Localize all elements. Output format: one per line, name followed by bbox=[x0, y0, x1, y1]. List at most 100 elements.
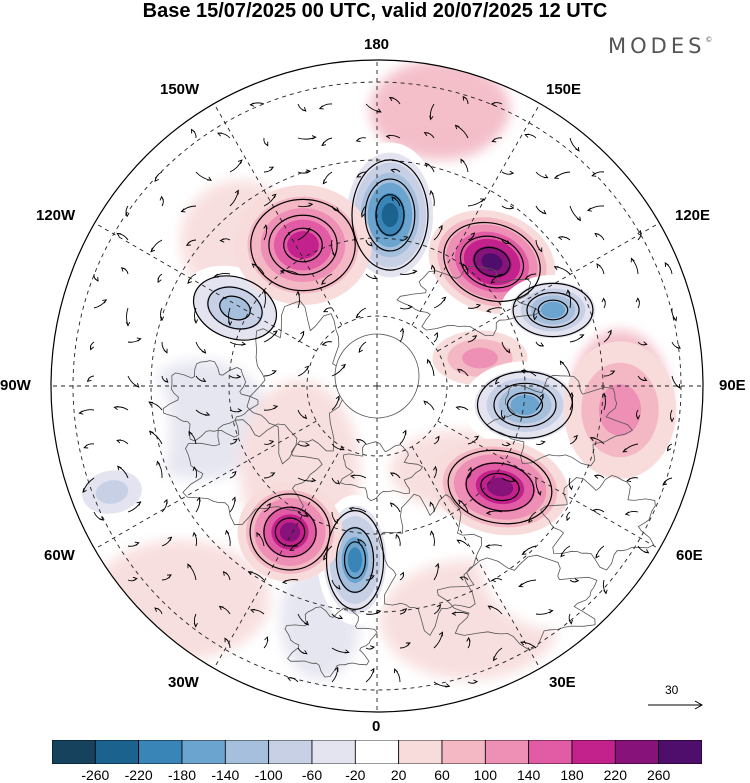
wind-arrow-head bbox=[593, 474, 599, 479]
wind-arrow-head bbox=[237, 408, 243, 413]
wind-arrow-head bbox=[339, 446, 345, 451]
wind-arrow-head bbox=[528, 518, 533, 524]
wind-arrow-head bbox=[669, 417, 675, 423]
wind-arrow-head bbox=[644, 549, 650, 554]
wind-arrow-head bbox=[271, 193, 277, 199]
wind-arrow-head bbox=[193, 319, 199, 325]
wind-arrow-head bbox=[601, 297, 606, 303]
wind-arrow-head bbox=[429, 530, 435, 536]
wind-arrow-head bbox=[509, 170, 515, 176]
wind-arrow-head bbox=[167, 536, 173, 542]
wind-arrow-head bbox=[676, 383, 681, 389]
wind-arrow-head bbox=[388, 96, 394, 102]
wind-arrow-head bbox=[541, 209, 547, 215]
wind-arrow-head bbox=[569, 391, 574, 397]
wind-arrow-head bbox=[368, 241, 373, 247]
wind-arrow-head bbox=[486, 308, 492, 313]
colorbar-segment bbox=[268, 740, 313, 764]
wind-arrow-head bbox=[553, 174, 559, 179]
wind-arrow-head bbox=[192, 466, 197, 472]
wind-arrow-head bbox=[491, 577, 496, 583]
wind-arrow-head bbox=[573, 434, 578, 440]
wind-arrow-head bbox=[269, 440, 275, 445]
wind-arrow-head bbox=[454, 124, 460, 130]
wind-arrow-head bbox=[163, 498, 168, 504]
wind-arrow-head bbox=[196, 496, 201, 502]
colorbar-segment bbox=[441, 740, 486, 764]
wind-arrow-head bbox=[241, 341, 247, 346]
wind-arrow-head bbox=[270, 472, 276, 477]
wind-arrow-head bbox=[423, 400, 429, 406]
wind-arrow-head bbox=[219, 238, 225, 243]
colorbar-segment bbox=[614, 740, 660, 764]
wind-arrow-head bbox=[335, 480, 341, 485]
wind-arrow-head bbox=[136, 501, 142, 506]
wind-arrow-head bbox=[231, 470, 237, 476]
wind-arrow-head bbox=[251, 263, 257, 268]
wind-arrow-head bbox=[662, 481, 668, 486]
wind-arrow-head bbox=[462, 263, 467, 269]
wind-arrow-head bbox=[272, 330, 278, 335]
wind-arrow-head bbox=[125, 212, 130, 218]
wind-arrow-head bbox=[520, 369, 526, 374]
wind-arrow-head bbox=[539, 393, 544, 399]
wind-arrow-head bbox=[234, 189, 239, 195]
wind-arrow-head bbox=[494, 379, 500, 385]
colorbar-tick-label: -100 bbox=[254, 767, 283, 783]
wind-arrow-head bbox=[120, 267, 126, 272]
wind-arrow-head bbox=[589, 437, 595, 442]
wind-arrow-head bbox=[412, 269, 418, 274]
wind-arrow-head bbox=[213, 273, 219, 278]
wind-arrow-head bbox=[318, 105, 324, 110]
anomaly-band bbox=[510, 394, 540, 416]
colorbar-segment bbox=[138, 740, 183, 764]
wind-arrow-head bbox=[390, 168, 396, 173]
colorbar-segment bbox=[52, 740, 96, 764]
wind-arrow-head bbox=[224, 637, 229, 643]
colorbar-tick-label: 60 bbox=[434, 767, 450, 783]
wind-arrow-head bbox=[455, 406, 461, 411]
anomaly-band bbox=[381, 202, 399, 228]
wind-arrow-head bbox=[566, 289, 571, 295]
wind-arrow-head bbox=[405, 642, 411, 647]
wind-arrow-head bbox=[113, 405, 119, 411]
colorbar-tick-label: -140 bbox=[211, 767, 240, 783]
wind-arrow-head bbox=[492, 656, 498, 662]
wind-arrow-head bbox=[134, 383, 140, 388]
wind-arrow-head bbox=[376, 108, 382, 113]
colorbar-tick-label: -180 bbox=[167, 767, 197, 783]
wind-arrow-head bbox=[132, 576, 138, 582]
wind-arrow-head bbox=[159, 195, 164, 201]
colorbar-tick-label: 20 bbox=[390, 767, 407, 783]
wind-arrow-head bbox=[205, 411, 211, 416]
wind-arrow-head bbox=[501, 415, 506, 421]
wind-arrow-head bbox=[304, 365, 310, 371]
wind-arrow-head bbox=[301, 107, 307, 112]
wind-arrow-head bbox=[532, 315, 538, 321]
wind-arrow-head bbox=[630, 257, 635, 263]
wind-arrow-head bbox=[436, 603, 441, 609]
wind-arrow-head bbox=[423, 132, 429, 137]
wind-arrow-head bbox=[321, 280, 326, 285]
colorbar-tick-label: 260 bbox=[646, 767, 671, 783]
wind-arrow-head bbox=[553, 266, 559, 271]
wind-arrow-head bbox=[136, 337, 142, 342]
wind-arrow-head bbox=[432, 465, 438, 471]
wind-arrow-head bbox=[355, 137, 361, 142]
wind-arrow-head bbox=[591, 172, 597, 177]
wind-arrow-head bbox=[466, 636, 471, 642]
lon-label-120e: 120E bbox=[675, 207, 711, 224]
wind-arrow-head bbox=[574, 578, 580, 583]
lon-label-150w: 150W bbox=[160, 81, 200, 98]
wind-arrow-head bbox=[438, 224, 443, 230]
wind-arrow-head bbox=[78, 410, 84, 415]
wind-arrow-head bbox=[311, 477, 317, 483]
wind-arrow-head bbox=[635, 297, 641, 303]
wind-arrow-head bbox=[399, 571, 404, 577]
wind-arrow-head bbox=[302, 650, 308, 655]
wind-arrow-head bbox=[250, 608, 256, 613]
wind-arrow-head bbox=[222, 571, 228, 576]
wind-arrow-head bbox=[557, 235, 563, 241]
wind-arrow-head bbox=[300, 330, 305, 336]
